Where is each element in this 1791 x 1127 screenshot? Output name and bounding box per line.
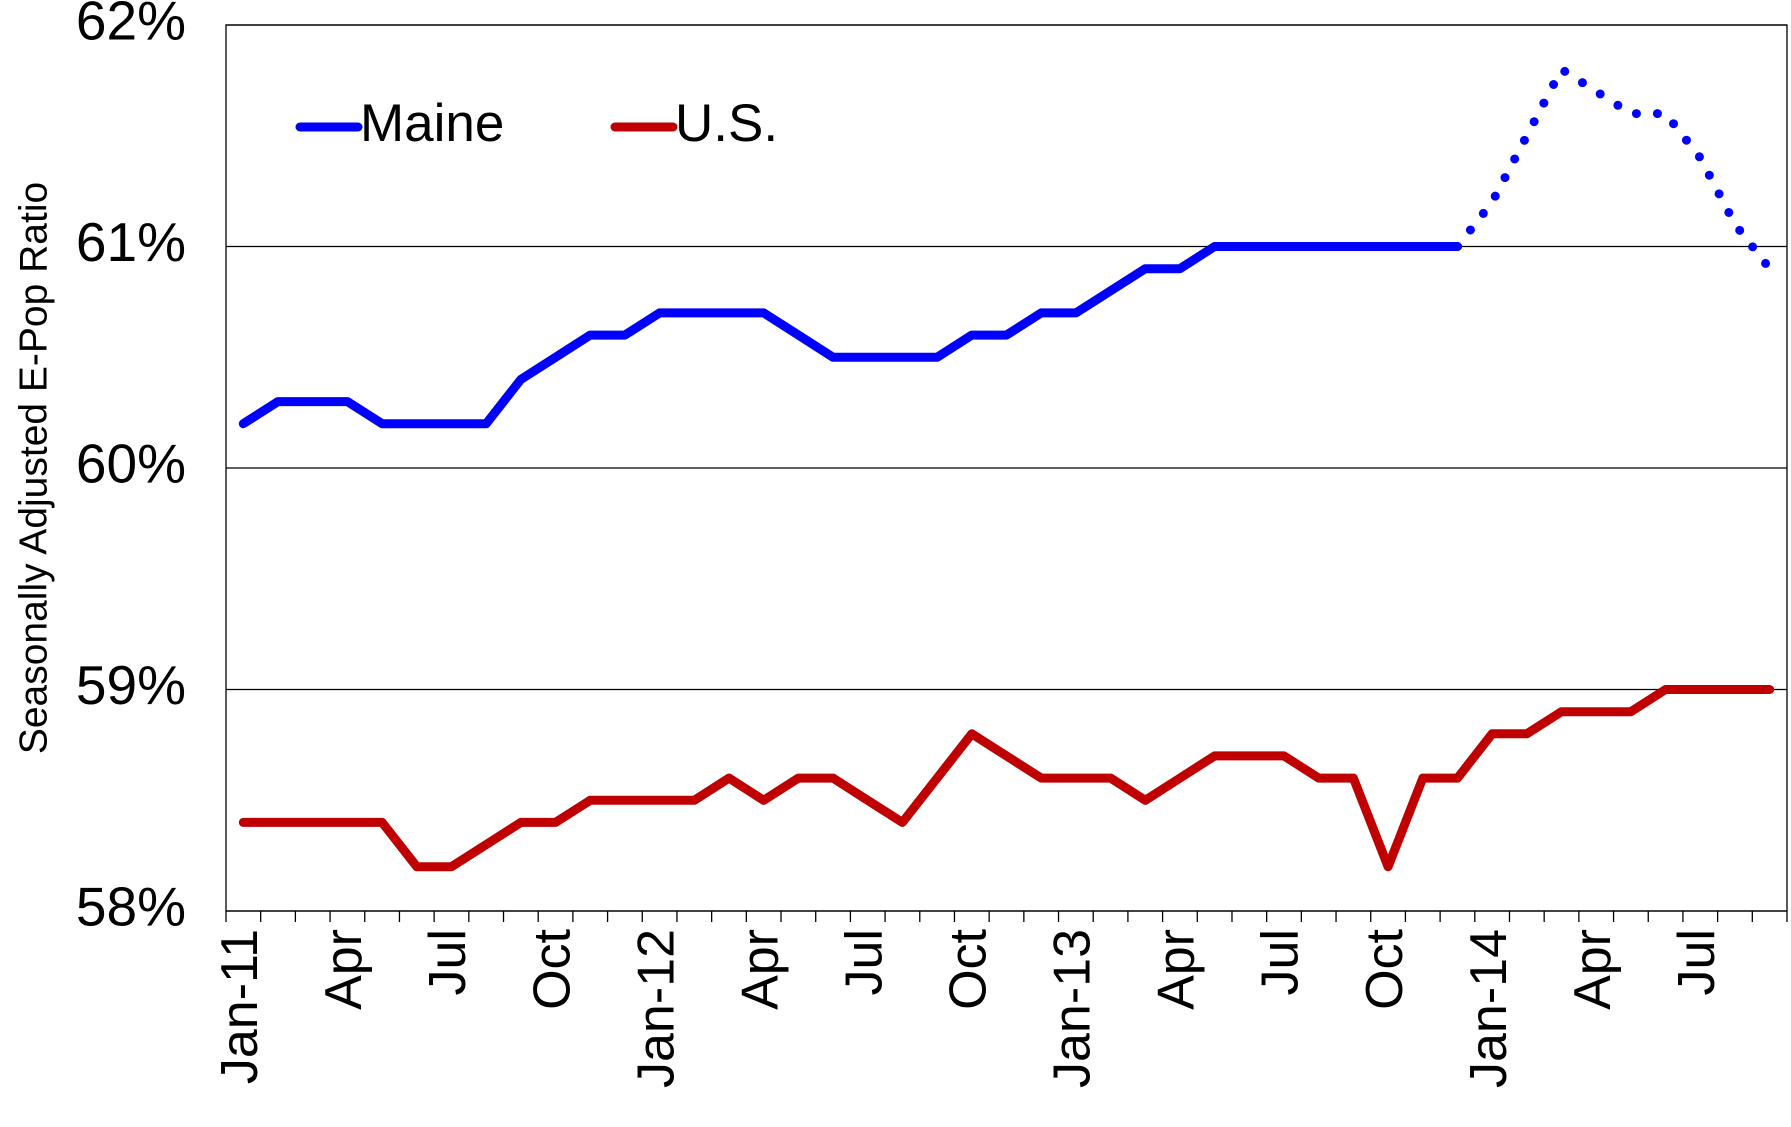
y-tick-label: 58% xyxy=(76,876,186,938)
y-tick-label: 62% xyxy=(76,0,186,52)
series-line-dotted xyxy=(1453,64,1775,274)
x-tick-label: Jan-14 xyxy=(1460,929,1518,1088)
series-line xyxy=(238,685,1775,872)
x-tick-label: Apr xyxy=(315,929,373,1010)
x-tick-label: Jul xyxy=(1668,929,1726,995)
x-tick-label: Apr xyxy=(731,929,789,1010)
legend-label: U.S. xyxy=(675,94,778,153)
legend-label: Maine xyxy=(360,94,504,153)
plot-border xyxy=(225,24,1788,912)
x-tick-label: Jan-13 xyxy=(1044,929,1102,1088)
x-tick-label: Oct xyxy=(523,928,581,1009)
x-tick-label: Oct xyxy=(940,928,998,1009)
x-tick-label: Jan-11 xyxy=(211,929,269,1084)
y-tick-label: 61% xyxy=(76,211,186,273)
x-tick-label: Jul xyxy=(835,929,893,995)
x-tick-label: Apr xyxy=(1148,929,1206,1010)
x-tick-label: Jan-12 xyxy=(627,929,685,1088)
series-line xyxy=(238,242,1462,429)
x-tick-label: Apr xyxy=(1564,929,1622,1010)
x-tick-label: Oct xyxy=(1356,928,1414,1009)
y-tick-label: 59% xyxy=(76,654,186,716)
y-tick-label: 60% xyxy=(76,433,186,495)
x-tick-label: Jul xyxy=(419,929,477,995)
x-tick-label: Jul xyxy=(1252,929,1310,995)
y-axis-title: Seasonally Adjusted E-Pop Ratio xyxy=(12,182,55,754)
